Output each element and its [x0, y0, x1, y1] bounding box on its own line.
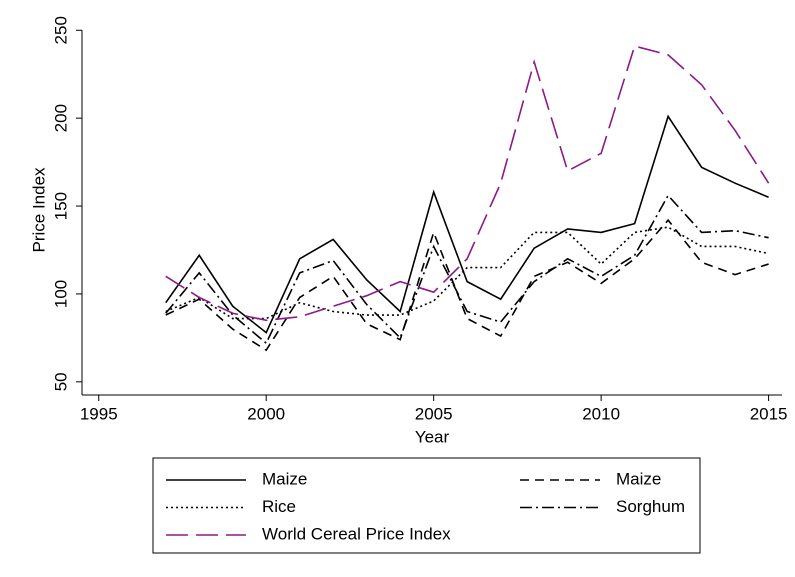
y-tick-label: 100	[51, 280, 70, 308]
x-tick-label: 1995	[80, 404, 118, 423]
y-tick-label: 200	[51, 104, 70, 132]
y-tick-label: 50	[51, 372, 70, 391]
x-tick-label: 2000	[247, 404, 285, 423]
legend-box	[152, 457, 701, 554]
legend-label: World Cereal Price Index	[262, 524, 451, 543]
series-line	[165, 114, 769, 334]
series-line	[165, 218, 769, 352]
series-line	[165, 226, 769, 320]
x-tick-label: 2015	[750, 404, 788, 423]
x-tick-label: 2010	[582, 404, 620, 423]
legend-label: Maize	[616, 469, 661, 488]
x-tick-label: 2005	[415, 404, 453, 423]
legend-label: Rice	[262, 497, 296, 516]
legend-label: Maize	[262, 469, 307, 488]
y-tick-label: 150	[51, 192, 70, 220]
y-tick-label: 250	[51, 16, 70, 44]
x-axis-label: Year	[415, 427, 450, 446]
series-line	[165, 45, 770, 322]
series-line	[165, 194, 769, 345]
y-axis-label: Price Index	[29, 167, 48, 253]
legend-label: Sorghum	[616, 497, 685, 516]
